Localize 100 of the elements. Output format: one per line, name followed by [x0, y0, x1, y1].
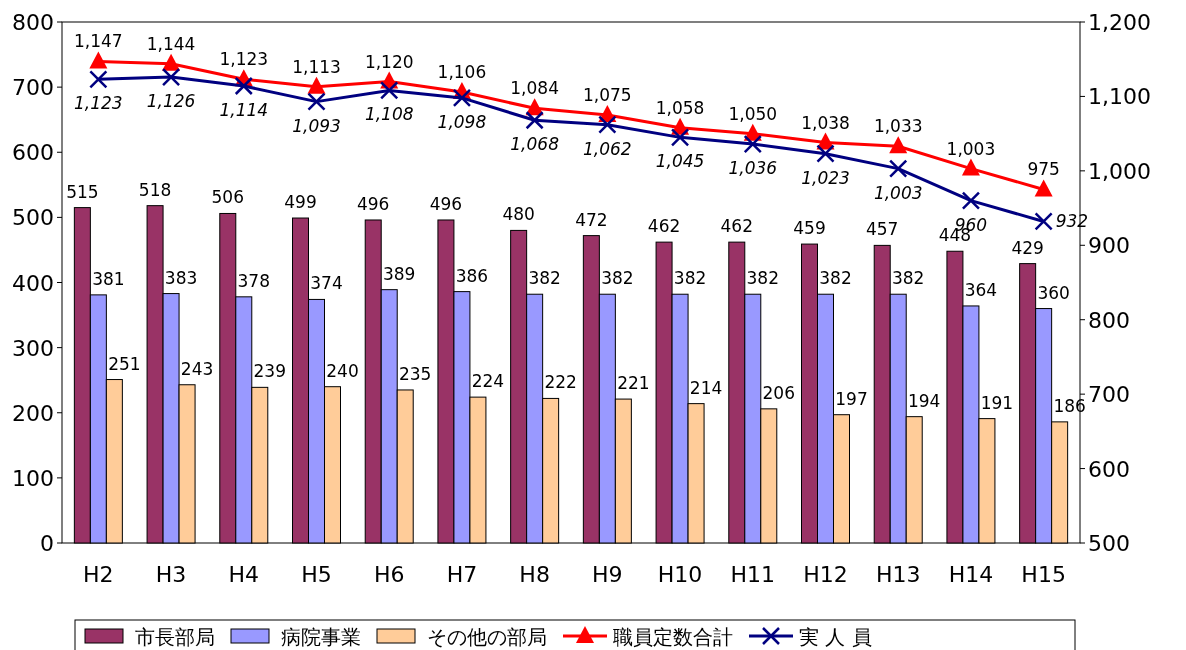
data-label: 382: [601, 268, 634, 289]
y-tick-label: 600: [12, 140, 54, 166]
x-tick-label: H7: [446, 562, 478, 587]
data-label: 221: [617, 373, 650, 394]
point: [888, 159, 908, 178]
data-label: 1,113: [292, 56, 341, 77]
point: [89, 70, 108, 89]
data-label: 1,033: [873, 116, 923, 137]
data-label: 1,050: [728, 103, 778, 124]
data-label: 239: [253, 361, 287, 382]
point: [307, 76, 326, 94]
data-label: 382: [528, 268, 561, 289]
data-label: 197: [835, 388, 868, 409]
y2-tick-label: 1,100: [1088, 84, 1151, 110]
data-label: 1,106: [437, 61, 487, 82]
y2-tick-label: 600: [1088, 456, 1130, 482]
y-tick-label: 500: [12, 205, 54, 231]
x-tick-label: H11: [730, 562, 776, 587]
point: [161, 67, 181, 87]
data-label: 191: [980, 392, 1014, 413]
data-label: 186: [1053, 395, 1086, 416]
data-label: 1,108: [364, 104, 414, 125]
data-label: 251: [108, 353, 141, 374]
data-label: 506: [211, 187, 245, 208]
data-label: 1,126: [146, 91, 196, 112]
data-label: 1,147: [74, 31, 123, 52]
y-tick-label: 100: [12, 465, 54, 491]
data-label: 364: [964, 279, 998, 300]
data-label: 499: [284, 192, 317, 213]
data-label: 360: [1037, 282, 1070, 303]
y-tick-label: 300: [12, 335, 54, 361]
x-tick-label: H14: [948, 562, 994, 587]
point: [889, 136, 908, 154]
data-label: 462: [647, 216, 681, 237]
legend-label: 職員定数合計: [613, 625, 733, 649]
data-label: 515: [66, 181, 99, 202]
y-tick-label: 200: [12, 400, 54, 426]
data-label: 374: [310, 273, 343, 294]
data-label: 472: [575, 209, 608, 230]
x-tick-label: H4: [228, 562, 260, 587]
data-label: 1,075: [583, 85, 632, 106]
data-label: 1,003: [946, 138, 996, 159]
data-label: 222: [544, 372, 577, 393]
その他の部局: 251 243 239 240 235 224 222 221 214 206 197 194 191 186: [105, 353, 1086, 544]
y2-tick-label: 500: [1088, 531, 1130, 556]
point: [670, 128, 690, 147]
data-label: 1,123: [219, 49, 269, 70]
data-label: 383: [164, 267, 198, 288]
data-label: 382: [746, 268, 780, 289]
point: [452, 88, 472, 108]
data-label: 1,120: [364, 51, 414, 72]
legend-label: 実 人 員: [799, 625, 872, 649]
data-label: 459: [793, 218, 826, 239]
point: [379, 81, 399, 100]
y-tick-label: 800: [12, 10, 54, 35]
data-label: 389: [382, 263, 416, 284]
data-label: 462: [720, 216, 754, 237]
x-tick-label: H5: [301, 562, 332, 587]
data-label: 1,144: [146, 33, 196, 54]
data-label: 429: [1011, 237, 1044, 258]
x-tick-label: H6: [373, 562, 405, 587]
point: [743, 134, 763, 154]
data-label: 224: [471, 371, 505, 392]
data-label: 194: [907, 390, 941, 411]
point: [525, 111, 544, 130]
point: [961, 191, 981, 210]
data-label: 1,093: [292, 115, 341, 136]
data-label: 1,058: [655, 97, 705, 118]
point: [234, 76, 254, 96]
point: [307, 92, 326, 111]
x-tick-label: H3: [155, 562, 187, 587]
data-label: 1,045: [655, 151, 705, 172]
data-label: 378: [237, 270, 271, 291]
data-label: 496: [429, 193, 463, 214]
y2-tick-label: 1,200: [1088, 10, 1151, 35]
y2-tick-label: 900: [1088, 233, 1130, 259]
legend-label: 病院事業: [281, 625, 361, 649]
data-label: 1,114: [219, 100, 269, 121]
data-label: 1,123: [74, 93, 123, 114]
data-label: 975: [1027, 159, 1060, 180]
y2-tick-label: 1,000: [1088, 158, 1151, 184]
x-tick-label: H15: [1021, 562, 1066, 587]
data-label: 382: [819, 268, 852, 289]
point: [961, 158, 980, 176]
data-label: 214: [689, 377, 723, 398]
data-label: 457: [865, 219, 899, 240]
data-label: 235: [398, 363, 432, 384]
point: [598, 115, 617, 134]
y-tick-label: 700: [12, 75, 54, 101]
x-tick-label: H8: [519, 562, 550, 587]
point: [1034, 179, 1053, 197]
x-tick-label: H2: [83, 562, 114, 587]
x-tick-label: H13: [875, 562, 921, 587]
data-label: 381: [92, 268, 125, 289]
data-label: 386: [455, 265, 489, 286]
y-tick-label: 0: [40, 531, 54, 556]
legend-label: 市長部局: [135, 625, 215, 649]
y-tick-label: 400: [12, 270, 54, 296]
data-label: 240: [326, 360, 359, 381]
point: [89, 51, 108, 69]
